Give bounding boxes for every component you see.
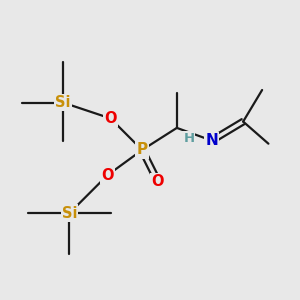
Text: Si: Si xyxy=(56,95,71,110)
Text: O: O xyxy=(152,174,164,189)
Text: H: H xyxy=(183,132,194,146)
Text: Si: Si xyxy=(62,206,77,221)
Text: P: P xyxy=(136,142,148,158)
Text: O: O xyxy=(101,168,114,183)
Text: N: N xyxy=(205,133,218,148)
Text: O: O xyxy=(104,111,117,126)
